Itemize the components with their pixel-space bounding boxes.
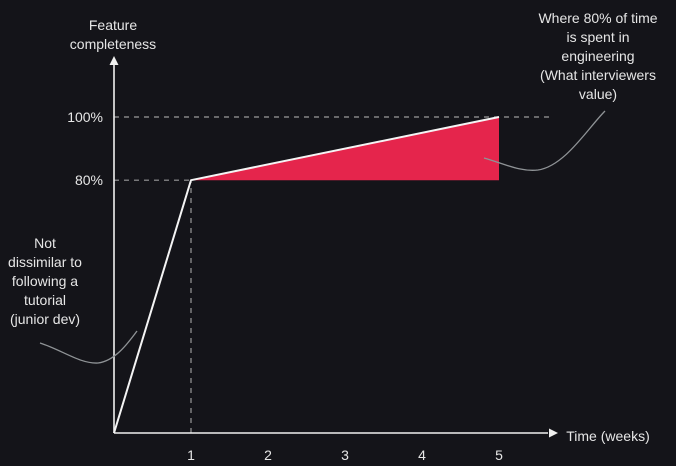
x-tick-label-1: 1 — [187, 447, 195, 463]
engineering-annotation-line-1: is spent in — [566, 29, 629, 45]
x-tick-label-4: 4 — [418, 447, 426, 463]
y-tick-label-100: 100% — [67, 109, 103, 125]
series-line-0 — [113, 116, 500, 434]
guide-lines-layer — [114, 116, 553, 433]
engineering-annotation-arrow — [483, 110, 606, 171]
y-axis-title-line-0: Feature — [89, 17, 137, 33]
engineering-annotation-line-0: Where 80% of time — [538, 10, 657, 26]
y-axis-arrowhead — [109, 56, 119, 65]
junior-annotation-line-1: dissimilar to — [8, 254, 82, 270]
y-axis-title-line-1: completeness — [70, 36, 156, 52]
engineering-annotation-line-3: (What interviewers — [540, 67, 656, 83]
junior-annotation-line-2: following a — [12, 273, 78, 289]
junior-annotation-line-4: (junior dev) — [10, 311, 80, 327]
junior-annotation-arrow — [39, 330, 138, 364]
axes-layer — [109, 56, 558, 438]
series-layer — [113, 116, 500, 434]
x-tick-label-3: 3 — [341, 447, 349, 463]
x-axis-title: Time (weeks) — [566, 428, 650, 444]
engineering-annotation-line-4: value) — [579, 86, 617, 102]
text-layer: 1 2 3 4 5 80% 100% Time (weeks) Feature completen… — [8, 10, 658, 463]
engineering-annotation-line-2: engineering — [561, 48, 634, 64]
x-axis-arrowhead — [549, 428, 558, 438]
junior-annotation-line-3: tutorial — [24, 292, 66, 308]
y-tick-label-80: 80% — [75, 172, 103, 188]
x-tick-label-2: 2 — [264, 447, 272, 463]
annotation-arrows-layer — [39, 110, 606, 364]
junior-annotation-line-0: Not — [34, 235, 56, 251]
x-tick-label-5: 5 — [495, 447, 503, 463]
